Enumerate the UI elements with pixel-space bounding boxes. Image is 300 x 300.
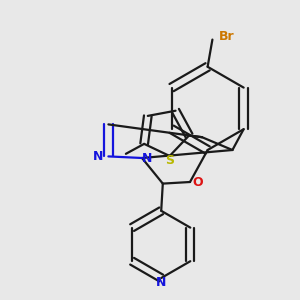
Text: O: O	[193, 176, 203, 188]
Text: S: S	[165, 154, 174, 167]
Text: N: N	[156, 276, 166, 289]
Text: N: N	[142, 152, 152, 164]
Text: Br: Br	[219, 30, 234, 43]
Text: N: N	[93, 150, 103, 163]
